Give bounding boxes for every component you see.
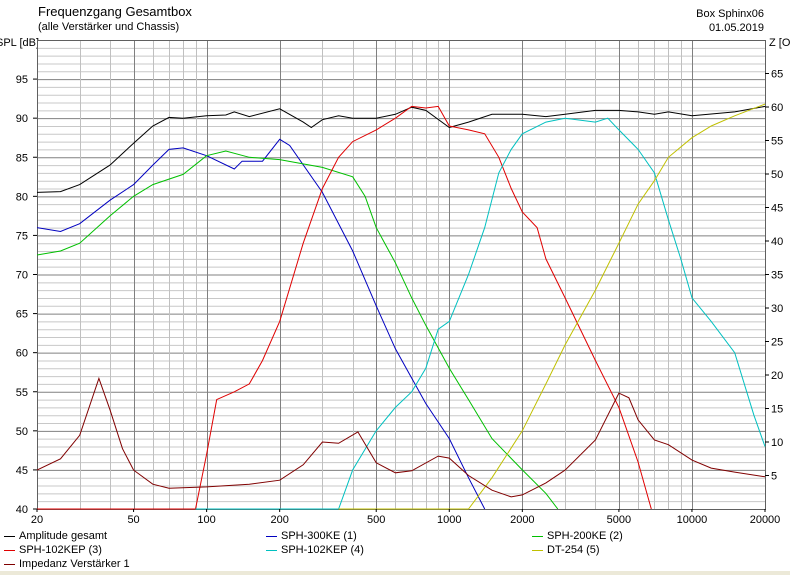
legend-item: SPH-200KE (2) <box>532 530 623 542</box>
legend-label: SPH-200KE (2) <box>547 530 623 542</box>
x-tick-label: 50 <box>127 514 139 526</box>
series-line-1 <box>37 105 766 193</box>
y2-tick-label: 5 <box>771 471 777 483</box>
legend-label: SPH-300KE (1) <box>281 530 357 542</box>
series-line-5 <box>195 117 766 510</box>
y2-tick-label: 35 <box>771 270 783 282</box>
x-tick-label: 20000 <box>750 514 781 526</box>
y-tick-label: 75 <box>16 230 28 242</box>
x-tick-label: 10000 <box>677 514 708 526</box>
x-tick-label: 500 <box>367 514 385 526</box>
series-line-3 <box>37 150 559 510</box>
y-tick-label: 40 <box>16 504 28 516</box>
y-tick-label: 45 <box>16 465 28 477</box>
legend-label: Amplitude gesamt <box>19 530 108 542</box>
y2-tick-label: 25 <box>771 337 783 349</box>
y2-tick-label: 50 <box>771 169 783 181</box>
y2-tick-label: 30 <box>771 303 783 315</box>
x-tick-label: 2000 <box>510 514 534 526</box>
y-tick-label: 70 <box>16 270 28 282</box>
y-axis-label: SPL [dB] <box>0 37 40 49</box>
legend-swatch <box>4 549 15 551</box>
y-tick-label: 60 <box>16 348 28 360</box>
legend-swatch <box>532 549 543 551</box>
y2-tick-label: 45 <box>771 203 783 215</box>
x-tick-label: 20 <box>31 514 43 526</box>
legend-swatch <box>4 563 15 565</box>
y-tick-label: 90 <box>16 113 28 125</box>
y-tick-label: 85 <box>16 152 28 164</box>
legend-item: SPH-102KEP (3) <box>4 544 102 556</box>
status-bar <box>0 571 790 575</box>
legend-item: Impedanz Verstärker 1 <box>4 558 130 570</box>
y-tick-label: 65 <box>16 309 28 321</box>
legend-label: Impedanz Verstärker 1 <box>19 558 130 570</box>
series-line-4 <box>37 105 652 510</box>
y-tick-label: 55 <box>16 387 28 399</box>
legend-swatch <box>266 549 277 551</box>
y2-tick-label: 60 <box>771 102 783 114</box>
y2-axis-label: Z [Ohm] <box>769 37 790 49</box>
legend-label: SPH-102KEP (3) <box>19 544 102 556</box>
y2-tick-label: 15 <box>771 404 783 416</box>
y2-tick-label: 65 <box>771 69 783 81</box>
legend-swatch <box>266 535 277 537</box>
legend-swatch <box>4 535 15 537</box>
series-line-6 <box>338 103 766 510</box>
legend-item: SPH-300KE (1) <box>266 530 357 542</box>
x-tick-label: 5000 <box>607 514 631 526</box>
legend-label: DT-254 (5) <box>547 544 600 556</box>
legend-item: DT-254 (5) <box>532 544 600 556</box>
series-line-7 <box>37 376 766 498</box>
legend-swatch <box>532 535 543 537</box>
series-line-2 <box>37 138 486 510</box>
y-tick-label: 95 <box>16 74 28 86</box>
chart-date: 01.05.2019 <box>708 22 764 34</box>
y2-tick-label: 10 <box>771 437 783 449</box>
y2-tick-label: 40 <box>771 236 783 248</box>
legend-label: SPH-102KEP (4) <box>281 544 364 556</box>
x-tick-label: 100 <box>197 514 215 526</box>
x-tick-label: 1000 <box>437 514 461 526</box>
y2-tick-label: 20 <box>771 370 783 382</box>
chart-title: Frequenzgang Gesamtbox <box>38 4 192 19</box>
y-tick-label: 50 <box>16 426 28 438</box>
y2-tick-label: 55 <box>771 136 783 148</box>
box-name: Box Sphinx06 <box>696 8 764 20</box>
y-tick-label: 80 <box>16 191 28 203</box>
legend-item: Amplitude gesamt <box>4 530 107 542</box>
legend-item: SPH-102KEP (4) <box>266 544 364 556</box>
x-tick-label: 200 <box>270 514 288 526</box>
chart-subtitle: (alle Verstärker und Chassis) <box>38 21 180 33</box>
